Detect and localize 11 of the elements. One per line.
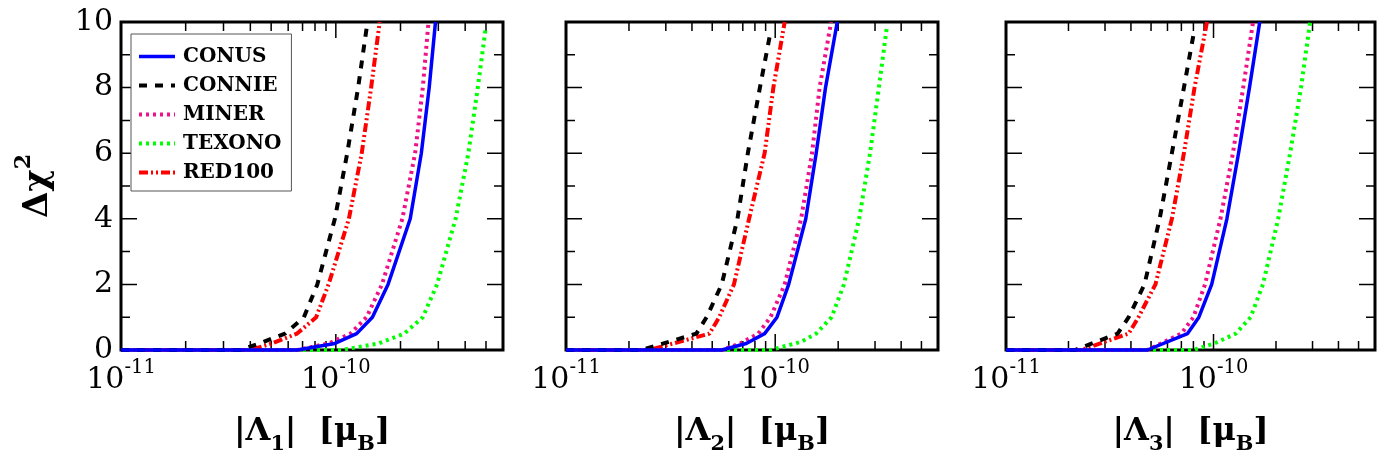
legend-label: RED100 <box>183 158 274 183</box>
legend-label: CONUS <box>183 42 267 67</box>
y-tick-label: 4 <box>93 198 113 234</box>
y-tick-label: 8 <box>93 67 113 103</box>
legend-label: TEXONO <box>183 129 282 154</box>
legend-label: CONNIE <box>183 71 278 96</box>
legend-label: MINER <box>183 100 266 125</box>
y-tick-label: 2 <box>93 264 113 300</box>
y-axis-title: Δχ2 <box>9 153 55 219</box>
y-tick-label: 6 <box>93 133 113 168</box>
y-tick-label: 10 <box>74 1 113 37</box>
